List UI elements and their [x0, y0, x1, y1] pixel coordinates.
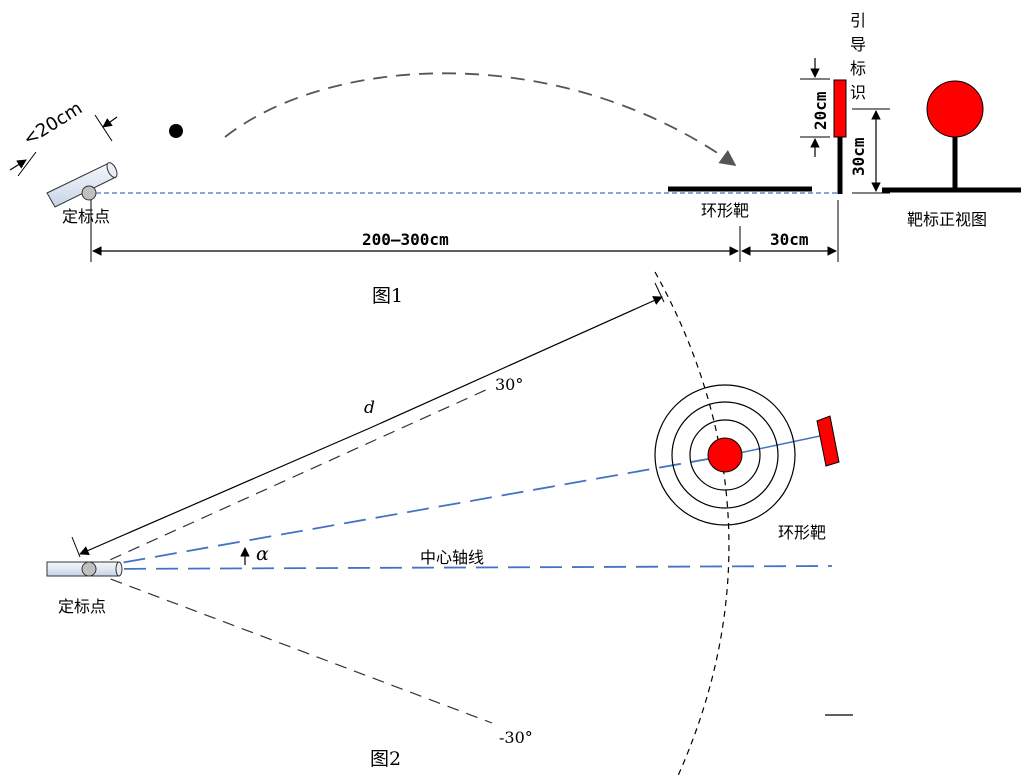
alpha-label: α	[256, 543, 269, 565]
fig1-ring-target-label: 环形靶	[701, 201, 749, 220]
minus30-label: -30°	[499, 728, 533, 747]
fig2-calibration-label: 定标点	[58, 597, 106, 616]
guide-marker-label: 引 导 标 识	[850, 11, 866, 102]
calibration-point-dot-2	[81, 561, 97, 577]
figure-2: d 30° -30° α 中心轴线 环形靶 定标点 图2	[46, 271, 853, 778]
distance-arrow-left	[79, 427, 371, 555]
ball	[169, 124, 183, 138]
front-view-label: 靶标正视图	[907, 210, 987, 229]
calibration-point-dot	[81, 185, 97, 201]
fig2-ring-target-label: 环形靶	[778, 523, 826, 542]
distance-tick-right	[654, 282, 665, 303]
distance-label: 200—300cm	[362, 230, 449, 249]
fig1-calibration-label: 定标点	[62, 207, 110, 226]
angle-limit-dimension: <20cm	[9, 98, 118, 177]
guide-marker-top	[816, 415, 840, 467]
guide-char-1: 引	[850, 11, 866, 30]
target-front-view	[882, 80, 1021, 193]
offset-label: 30cm	[770, 230, 809, 249]
guide-marker-red	[833, 79, 847, 138]
radius-arc	[654, 271, 730, 778]
distance-arrow-right	[369, 296, 663, 429]
pole-height-label: 30cm	[849, 137, 868, 176]
fig2-caption: 图2	[370, 748, 401, 770]
trajectory-arc	[224, 72, 737, 166]
guide-char-4: 识	[850, 83, 866, 102]
launcher-tube-2	[46, 561, 123, 577]
limit-line-plus30	[91, 388, 489, 569]
target-direction-line	[91, 455, 726, 569]
marker-height-label: 20cm	[811, 91, 830, 130]
distance-tick-left	[71, 536, 81, 558]
marker-height-dimension: 20cm	[800, 58, 830, 157]
guide-char-2: 导	[850, 35, 866, 54]
limit-line-minus30	[91, 571, 493, 724]
launcher-tube-1	[46, 162, 118, 208]
fig1-caption: 图1	[372, 285, 403, 307]
distance-dimension: 200—300cm 30cm	[90, 200, 839, 262]
figure-1: <20cm 20cm 30cm 引	[9, 11, 1021, 307]
distance-d-label: d	[364, 398, 375, 418]
plus30-label: 30°	[495, 375, 523, 394]
pole-height-dimension: 30cm	[849, 108, 890, 194]
center-axis-label: 中心轴线	[420, 548, 484, 567]
ring-target-top	[654, 384, 796, 526]
angle-limit-label: <20cm	[20, 98, 87, 150]
center-axis	[91, 565, 833, 570]
guide-char-3: 标	[850, 59, 866, 78]
